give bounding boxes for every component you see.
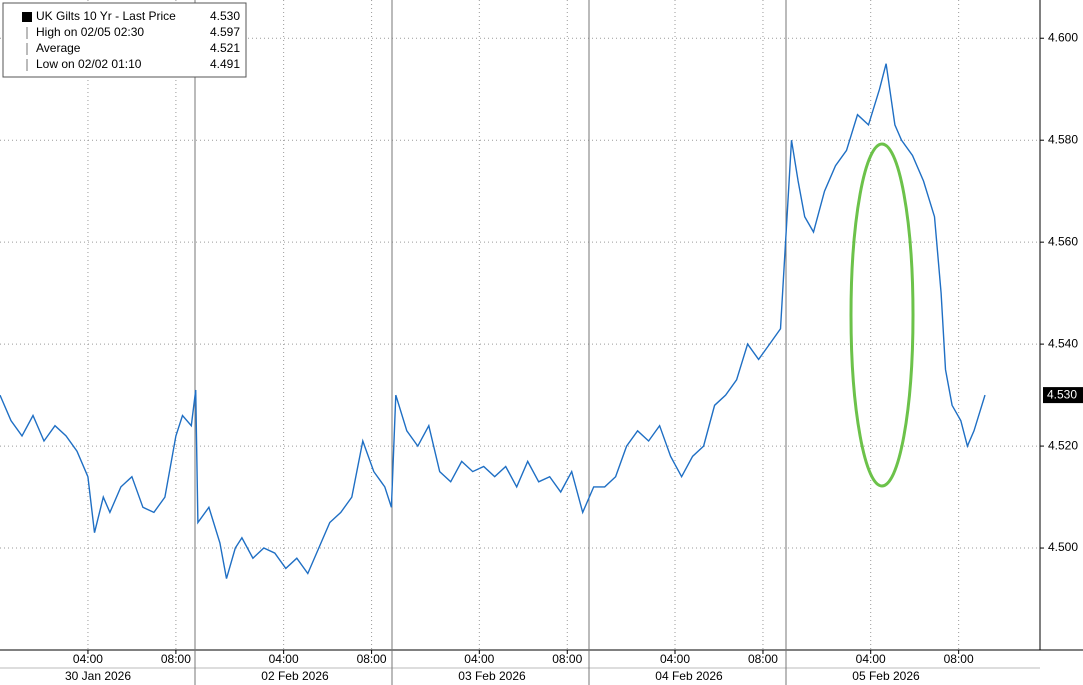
legend-value: 4.491 — [210, 57, 240, 71]
grid — [0, 0, 1040, 685]
legend-label: High on 02/05 02:30 — [36, 25, 144, 39]
x-tick-label: 08:00 — [161, 652, 191, 666]
legend: UK Gilts 10 Yr - Last Price 4.530 High on … — [2, 2, 247, 78]
x-tick-label: 08:00 — [944, 652, 974, 666]
day-label: 02 Feb 2026 — [261, 669, 329, 683]
x-tick-label: 04:00 — [269, 652, 299, 666]
last-price-label: 4.530 — [1047, 387, 1077, 401]
last-price-tag — [1043, 387, 1083, 404]
x-tick-label: 04:00 — [660, 652, 690, 666]
y-tick-label: 4.520 — [1048, 438, 1078, 452]
price-line — [0, 63, 986, 579]
legend-label: Low on 02/02 01:10 — [36, 57, 142, 71]
legend-value: 4.530 — [210, 9, 240, 23]
y-tick-label: 4.600 — [1048, 30, 1078, 44]
highlight-ellipse — [849, 142, 915, 488]
legend-swatch — [22, 12, 32, 22]
x-tick-label: 08:00 — [357, 652, 387, 666]
y-tick-label: 4.540 — [1048, 336, 1078, 350]
y-tick-label: 4.580 — [1048, 132, 1078, 146]
plot — [0, 63, 986, 579]
legend-value: 4.597 — [210, 25, 240, 39]
day-label: 05 Feb 2026 — [852, 669, 920, 683]
x-tick-label: 04:00 — [464, 652, 494, 666]
x-tick-label: 04:00 — [856, 652, 886, 666]
legend-label: UK Gilts 10 Yr - Last Price — [36, 9, 176, 23]
day-label: 03 Feb 2026 — [458, 669, 526, 683]
x-tick-label: 08:00 — [748, 652, 778, 666]
legend-label: Average — [36, 41, 81, 55]
day-label: 04 Feb 2026 — [655, 669, 723, 683]
legend-box — [2, 2, 247, 78]
x-tick-label: 04:00 — [73, 652, 103, 666]
y-tick-label: 4.560 — [1048, 234, 1078, 248]
legend-value: 4.521 — [210, 41, 240, 55]
x-tick-label: 08:00 — [552, 652, 582, 666]
day-label: 30 Jan 2026 — [65, 669, 131, 683]
y-tick-label: 4.500 — [1048, 540, 1078, 554]
